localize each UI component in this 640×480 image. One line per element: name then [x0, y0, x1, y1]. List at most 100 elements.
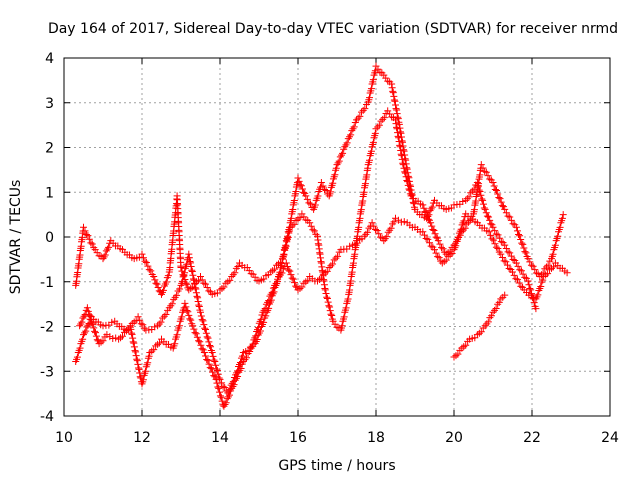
data-point	[298, 185, 306, 193]
data-point	[200, 349, 208, 357]
data-point	[210, 356, 218, 364]
data-point	[203, 356, 211, 364]
data-point	[497, 238, 505, 246]
data-point	[84, 321, 92, 329]
data-point	[495, 194, 503, 202]
data-point	[206, 364, 214, 372]
data-point	[438, 244, 446, 252]
data-point	[419, 228, 427, 236]
data-point	[504, 212, 512, 220]
data-point	[185, 254, 193, 262]
data-point	[380, 114, 388, 122]
data-point	[89, 320, 97, 328]
data-point	[420, 204, 428, 212]
data-point	[186, 258, 194, 266]
data-point	[295, 177, 303, 185]
data-point	[199, 317, 207, 325]
data-point	[430, 226, 438, 234]
data-point	[394, 132, 402, 140]
data-point	[371, 225, 379, 233]
data-point	[517, 267, 525, 275]
data-point	[144, 262, 152, 270]
data-point	[501, 205, 509, 213]
data-point	[142, 258, 150, 266]
data-point	[139, 376, 147, 384]
data-point	[185, 311, 193, 319]
data-point	[326, 303, 334, 311]
data-point	[203, 284, 211, 292]
data-point	[219, 382, 227, 390]
data-point	[226, 385, 234, 393]
data-point	[156, 339, 164, 347]
data-point	[529, 262, 537, 270]
data-point	[105, 243, 113, 251]
data-point	[289, 275, 297, 283]
series-track-d	[450, 291, 509, 361]
data-point	[515, 279, 523, 287]
data-point	[366, 94, 373, 102]
data-point	[289, 205, 297, 213]
data-point	[481, 167, 489, 175]
data-point	[362, 230, 370, 238]
data-point	[439, 245, 447, 253]
data-point	[512, 259, 520, 267]
data-point	[129, 338, 137, 346]
data-point	[396, 143, 404, 151]
data-point	[487, 220, 495, 228]
data-point	[463, 195, 471, 203]
data-point	[391, 97, 399, 105]
data-point	[186, 315, 194, 323]
data-point	[531, 266, 539, 274]
data-point	[367, 85, 375, 93]
data-point	[178, 313, 186, 321]
data-point	[198, 316, 206, 324]
data-point	[307, 222, 315, 230]
data-point	[132, 352, 140, 360]
data-point	[521, 273, 529, 281]
data-point	[530, 299, 538, 307]
data-point	[213, 366, 221, 374]
data-point	[286, 227, 294, 235]
x-tick-label: 12	[133, 430, 151, 446]
data-point	[502, 258, 510, 266]
data-point	[517, 235, 525, 243]
data-point	[434, 237, 442, 245]
data-point	[305, 199, 313, 207]
data-point	[137, 320, 145, 328]
data-point	[563, 269, 571, 277]
data-point	[131, 347, 139, 355]
data-point	[202, 329, 210, 337]
data-point	[390, 218, 398, 226]
data-point	[207, 365, 215, 373]
data-point	[502, 209, 510, 217]
data-point	[492, 305, 500, 313]
data-point	[342, 304, 350, 312]
data-point	[426, 207, 434, 215]
data-point	[394, 129, 402, 137]
data-point	[191, 280, 199, 288]
data-point	[175, 322, 183, 330]
data-point	[187, 316, 195, 324]
data-point	[287, 214, 295, 222]
data-point	[108, 318, 116, 326]
data-point	[271, 265, 279, 273]
data-point	[144, 359, 152, 367]
data-point	[332, 164, 340, 172]
data-point	[494, 231, 502, 239]
data-point	[537, 282, 545, 290]
data-point	[218, 397, 226, 405]
data-point	[491, 306, 499, 314]
data-point	[317, 179, 325, 186]
data-point	[392, 120, 400, 128]
data-point	[136, 373, 144, 381]
data-point	[133, 355, 141, 363]
data-point	[237, 364, 245, 372]
y-tick-label: 4	[45, 51, 54, 67]
data-point	[354, 114, 362, 122]
data-point	[246, 348, 254, 356]
data-point	[427, 219, 435, 227]
data-point	[103, 245, 111, 253]
data-point	[92, 329, 99, 337]
data-point	[506, 249, 514, 257]
data-point	[140, 324, 148, 332]
